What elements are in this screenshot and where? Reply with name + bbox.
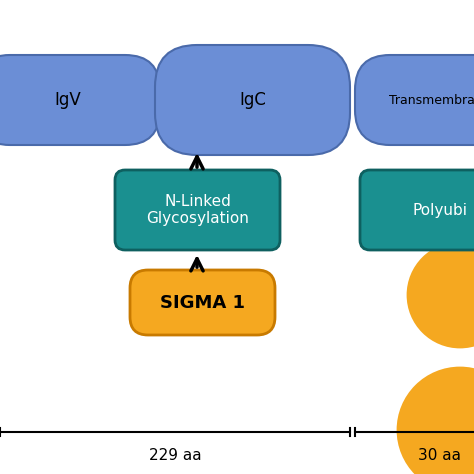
FancyBboxPatch shape xyxy=(0,55,160,145)
Text: IgV: IgV xyxy=(54,91,81,109)
Text: N-Linked
Glycosylation: N-Linked Glycosylation xyxy=(146,194,249,226)
FancyBboxPatch shape xyxy=(115,170,280,250)
Circle shape xyxy=(408,243,474,347)
Text: Transmembrane: Transmembrane xyxy=(389,93,474,107)
Text: SIGMA 1: SIGMA 1 xyxy=(160,293,245,311)
Text: Polyubi: Polyubi xyxy=(412,202,467,218)
FancyBboxPatch shape xyxy=(355,55,474,145)
Text: 229 aa: 229 aa xyxy=(149,448,201,464)
Text: IgC: IgC xyxy=(239,91,266,109)
FancyBboxPatch shape xyxy=(130,270,275,335)
FancyBboxPatch shape xyxy=(360,170,474,250)
Circle shape xyxy=(398,368,474,474)
FancyBboxPatch shape xyxy=(155,45,350,155)
Text: 30 aa: 30 aa xyxy=(419,448,462,464)
